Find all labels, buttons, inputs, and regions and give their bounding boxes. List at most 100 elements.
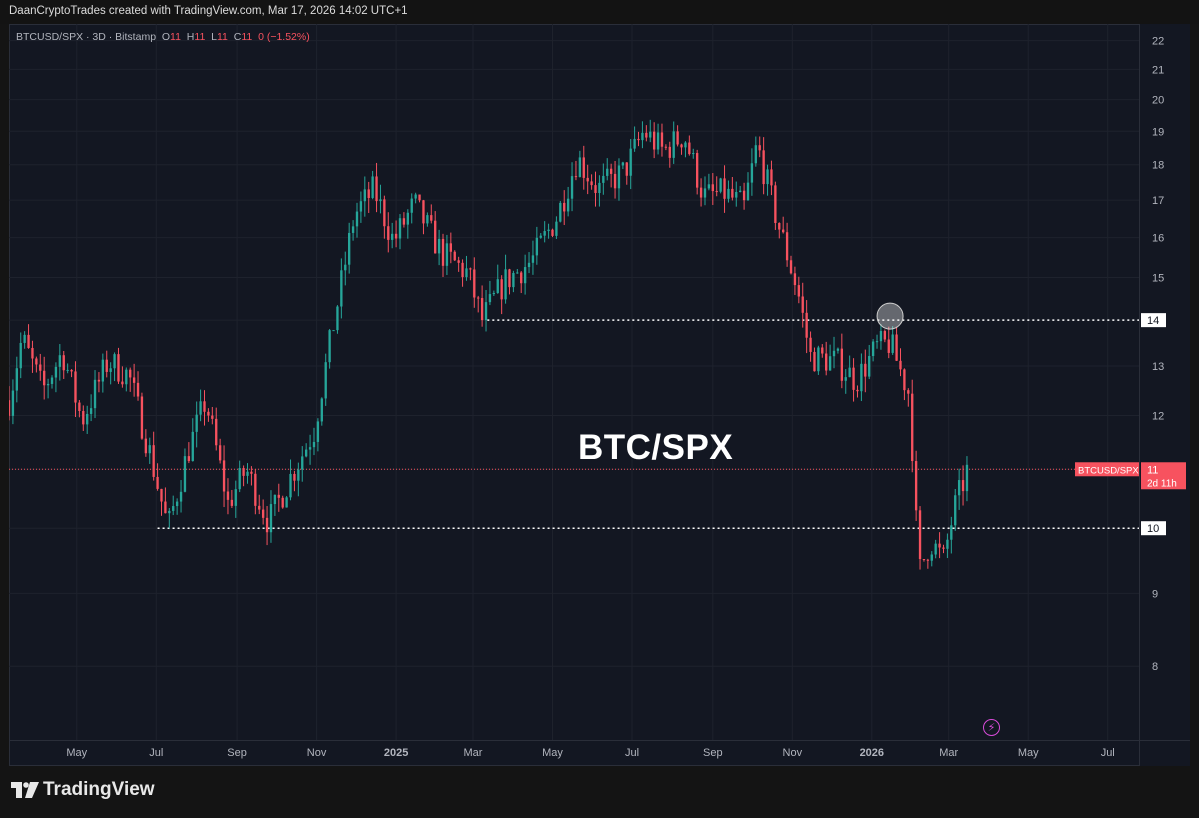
candle-body bbox=[625, 162, 628, 176]
candle bbox=[70, 369, 73, 378]
footer bbox=[0, 766, 1199, 818]
candle-body bbox=[926, 559, 930, 561]
candle bbox=[508, 268, 511, 295]
candle-body bbox=[879, 331, 883, 342]
price-chart[interactable]: 89101112131415161718192021221410BTCUSD/S… bbox=[9, 24, 1190, 766]
candle bbox=[348, 222, 351, 274]
candle bbox=[375, 162, 378, 213]
candle-body bbox=[230, 499, 234, 506]
candle-body bbox=[9, 400, 11, 416]
candle-body bbox=[156, 476, 159, 489]
lightning-icon[interactable]: ⚡ bbox=[983, 719, 1000, 736]
candle-body bbox=[199, 401, 202, 415]
candle bbox=[887, 326, 890, 359]
candle-body bbox=[348, 232, 351, 265]
x-tick-label: May bbox=[542, 747, 563, 759]
candle bbox=[293, 470, 296, 492]
candle bbox=[324, 353, 327, 406]
x-tick-label: Jul bbox=[149, 747, 163, 759]
candle bbox=[836, 347, 840, 354]
level-tag-14 bbox=[1141, 313, 1166, 328]
candle-body bbox=[226, 491, 230, 500]
candle bbox=[911, 379, 914, 473]
candle bbox=[140, 392, 144, 440]
candle-body bbox=[742, 190, 746, 201]
candle bbox=[586, 164, 589, 195]
candle bbox=[891, 326, 894, 355]
candle-body bbox=[860, 363, 863, 392]
candle-body bbox=[324, 362, 327, 399]
candle-body bbox=[246, 471, 249, 476]
candle-body bbox=[535, 237, 539, 256]
candle-body bbox=[265, 517, 269, 533]
candle bbox=[676, 125, 679, 147]
level-tag-10 bbox=[1141, 521, 1166, 536]
candle bbox=[371, 170, 374, 200]
candle-body bbox=[172, 506, 175, 511]
candle-body bbox=[422, 200, 425, 224]
candle-body bbox=[58, 355, 62, 367]
candle bbox=[606, 158, 609, 181]
candle bbox=[297, 462, 300, 497]
candle-body bbox=[441, 238, 445, 266]
last-price-value: 11 bbox=[1147, 464, 1158, 476]
candle bbox=[868, 344, 871, 380]
candle-body bbox=[285, 497, 288, 508]
candle-body bbox=[132, 377, 136, 383]
candle bbox=[430, 204, 433, 224]
candle-body bbox=[903, 369, 906, 391]
candle bbox=[637, 131, 640, 147]
candle bbox=[199, 389, 202, 422]
candle bbox=[758, 136, 761, 158]
candle bbox=[441, 233, 445, 277]
candle-body bbox=[328, 330, 331, 363]
x-tick-label: 2026 bbox=[860, 747, 884, 759]
candle-body bbox=[418, 194, 421, 201]
candle bbox=[574, 160, 578, 181]
candle-body bbox=[707, 184, 711, 189]
candle-body bbox=[218, 445, 222, 461]
chart-caption: DaanCryptoTrades created with TradingVie… bbox=[9, 5, 408, 17]
candle bbox=[656, 123, 660, 155]
candle bbox=[871, 339, 875, 362]
candle-body bbox=[739, 190, 742, 193]
candle-body bbox=[875, 341, 879, 343]
candle-body bbox=[496, 279, 499, 293]
candle bbox=[82, 405, 85, 431]
candle-body bbox=[828, 356, 832, 371]
candle bbox=[746, 172, 750, 201]
candle bbox=[566, 186, 570, 217]
candle-body bbox=[719, 178, 722, 192]
candle-body bbox=[602, 175, 605, 183]
candle-body bbox=[191, 431, 194, 462]
candle bbox=[957, 468, 961, 510]
candle bbox=[680, 143, 683, 155]
candle-body bbox=[54, 366, 58, 378]
low-label: L bbox=[211, 31, 217, 43]
candle bbox=[277, 483, 280, 512]
candle-body bbox=[656, 132, 660, 150]
candle bbox=[226, 478, 230, 515]
candle-body bbox=[66, 369, 69, 371]
candle-body bbox=[461, 262, 464, 278]
candle bbox=[840, 333, 844, 389]
candle bbox=[719, 177, 722, 194]
candle-body bbox=[692, 153, 695, 155]
candle bbox=[523, 254, 527, 295]
tradingview-logo[interactable]: TradingView bbox=[11, 779, 155, 801]
candle bbox=[938, 532, 941, 559]
candle-body bbox=[258, 505, 261, 510]
candle bbox=[750, 148, 754, 196]
candle-body bbox=[289, 473, 292, 498]
candle bbox=[191, 418, 194, 462]
candle bbox=[934, 539, 937, 559]
candle-body bbox=[938, 543, 941, 548]
candle-body bbox=[754, 145, 757, 164]
candle bbox=[652, 122, 656, 159]
candle bbox=[754, 136, 757, 167]
candle-body bbox=[183, 456, 187, 492]
candle bbox=[35, 356, 38, 373]
x-tick-label: May bbox=[66, 747, 87, 759]
highlight-circle bbox=[876, 302, 904, 330]
candle-body bbox=[954, 495, 957, 526]
